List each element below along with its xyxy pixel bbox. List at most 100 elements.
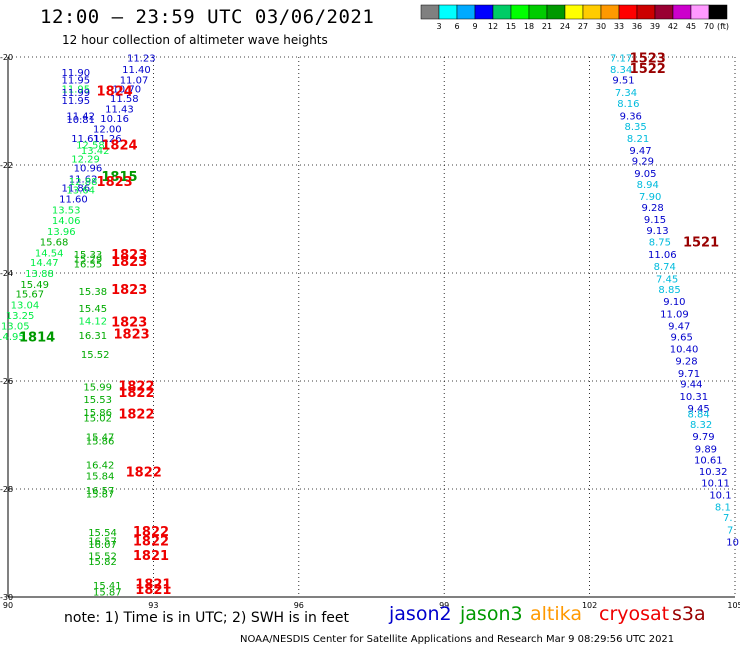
wave-height-value: 8.32	[690, 420, 712, 431]
wave-height-value: 11.40	[122, 65, 151, 76]
scale-swatch	[654, 4, 674, 20]
wave-height-value: 15.86	[86, 436, 115, 447]
wave-height-value: 11.58	[110, 94, 139, 105]
pass-time-label: 1815	[101, 170, 137, 185]
scale-label: 36	[632, 22, 642, 31]
wave-height-value: 10.61	[694, 455, 723, 466]
x-tick-label: 93	[148, 601, 158, 610]
wave-height-value: 8.1	[715, 502, 731, 513]
wave-height-value: 13.88	[25, 269, 54, 280]
color-scale-bar: 3 6 9 12 15 18 21 24 27 30 33 36 39 42 45 70 (ft)	[420, 4, 729, 31]
wave-height-value: 16.57	[88, 536, 117, 547]
scale-swatch	[420, 4, 440, 20]
y-tick-label: -24	[0, 269, 13, 278]
wave-height-value: 10	[726, 537, 739, 548]
wave-height-value: 11.23	[127, 54, 156, 65]
footer-credit: NOAA/NESDIS Center for Satellite Applica…	[240, 634, 675, 645]
wave-height-value: 11.07	[120, 76, 149, 87]
wave-height-value: 9.36	[620, 111, 642, 122]
pass-time-label: 1814	[19, 331, 55, 346]
wave-height-value: 11.42	[66, 111, 95, 122]
wave-height-value: 12.58	[76, 140, 105, 151]
scale-label: 15	[506, 22, 516, 31]
wave-height-value: 9.10	[663, 297, 685, 308]
wave-height-value: 11.99	[62, 88, 91, 99]
wave-height-value: 8.34	[610, 65, 632, 76]
satellite-legend-jason3: jason3	[460, 603, 523, 625]
wave-height-value: 13.64	[66, 185, 95, 196]
wave-height-value: 9.65	[671, 333, 693, 344]
wave-height-value: 11.06	[648, 250, 677, 261]
wave-height-value: 10.16	[100, 114, 129, 125]
wave-height-value: 10.1	[709, 490, 731, 501]
wave-height-value: 8.16	[617, 99, 639, 110]
y-tick-label: -20	[0, 53, 13, 62]
wave-height-value: 15.52	[88, 551, 117, 562]
scale-unit: (ft)	[717, 22, 729, 31]
y-tick-label: -28	[0, 485, 13, 494]
wave-height-value: 15.38	[78, 287, 107, 298]
pass-time-label: 1821	[135, 583, 171, 598]
wave-height-value: 9.47	[629, 146, 651, 157]
wave-height-value: 11.61	[71, 134, 100, 145]
scale-label: 33	[614, 22, 624, 31]
wave-height-value: 15.67	[15, 290, 44, 301]
wave-height-value: 14.47	[30, 258, 59, 269]
wave-height-value: 7.17	[610, 54, 632, 65]
wave-height-value: 8.84	[688, 409, 710, 420]
wave-height-value: 15.54	[88, 528, 117, 539]
wave-height-value: 12.88	[69, 177, 98, 188]
wave-height-value: 8.85	[658, 285, 680, 296]
pass-time-label: 1823	[111, 283, 147, 298]
pass-time-label: 1823	[111, 248, 147, 263]
scale-label: 70	[704, 22, 714, 31]
wave-height-value: 9.28	[675, 356, 697, 367]
y-tick-label: -26	[0, 377, 13, 386]
wave-height-value: 11.86	[62, 184, 91, 195]
wave-height-value: 13.42	[81, 146, 110, 157]
scale-label: 39	[650, 22, 660, 31]
scale-swatch	[672, 4, 692, 20]
wave-height-value: 13.53	[52, 205, 81, 216]
wave-height-value: 7.90	[639, 192, 661, 203]
scale-swatch	[618, 4, 638, 20]
x-tick-label: 90	[3, 601, 13, 610]
wave-height-value: 11.60	[59, 194, 88, 205]
wave-height-value: 13.04	[11, 300, 40, 311]
wave-height-value: 9.44	[680, 380, 702, 391]
scale-label: 18	[524, 22, 534, 31]
wave-height-value: 15.29	[74, 254, 103, 265]
wave-height-value: 15.45	[78, 304, 107, 315]
footer-note: note: 1) Time is in UTC; 2) SWH is in fe…	[64, 610, 350, 626]
wave-height-value: 11.95	[62, 96, 91, 107]
wave-height-value: 15.87	[86, 489, 115, 500]
y-tick-label: -30	[0, 593, 13, 602]
satellite-legend-s3a: s3a	[672, 603, 706, 625]
wave-height-value: 10.40	[670, 345, 699, 356]
wave-height-value: 11.09	[660, 310, 689, 321]
scale-swatch	[546, 4, 566, 20]
x-tick-label: 99	[439, 601, 449, 610]
scale-label: 30	[596, 22, 606, 31]
pass-time-label: 1822	[118, 407, 154, 422]
plot-frame	[7, 57, 735, 598]
wave-height-value: 15.41	[93, 581, 122, 592]
wave-height-value: 12.29	[71, 155, 100, 166]
wave-height-value: 9.47	[668, 321, 690, 332]
wave-height-value: 15.49	[20, 280, 49, 291]
pass-time-label: 1822	[133, 534, 169, 549]
wave-height-value: 7.45	[656, 274, 678, 285]
pass-time-label: 1521	[683, 236, 719, 251]
wave-height-value: 11.43	[105, 104, 134, 115]
scale-swatch	[708, 4, 728, 20]
wave-height-value: 15.02	[83, 414, 112, 425]
scale-swatch	[510, 4, 530, 20]
wave-height-value: 10.81	[66, 115, 95, 126]
wave-height-value: 15.52	[81, 350, 110, 361]
scale-swatch	[528, 4, 548, 20]
pass-time-label: 1824	[97, 84, 133, 99]
wave-height-value: 8.35	[625, 122, 647, 133]
scale-label: 9	[472, 22, 477, 31]
